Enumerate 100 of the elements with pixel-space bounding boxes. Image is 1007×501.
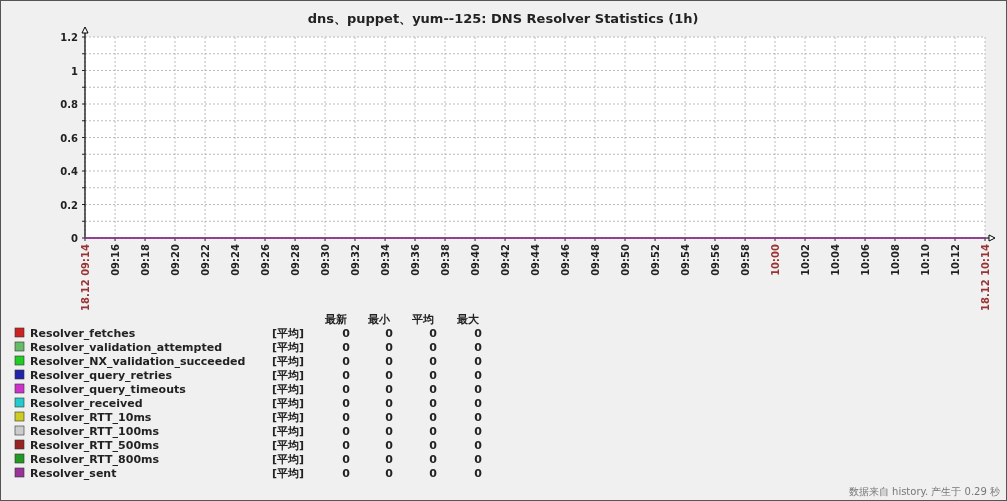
text: 0 xyxy=(342,341,351,354)
x-tick-label: 10:02 xyxy=(800,243,811,276)
x-tick-label: 09:26 xyxy=(260,243,271,276)
x-tick-label: 09:52 xyxy=(650,243,662,276)
x-tick-label: 10:08 xyxy=(890,243,901,276)
y-tick-label: 1 xyxy=(71,65,79,77)
x-tick-label: 18.12 10:14 xyxy=(980,243,991,311)
x-tick-label: 09:48 xyxy=(590,243,602,276)
x-tick-label: 18.12 09:14 xyxy=(80,243,91,311)
x-tick-label: 09:34 xyxy=(380,243,392,276)
text: 0 xyxy=(342,425,351,438)
text: 数据来自 history. 产生于 0.29 秒 xyxy=(848,486,1000,497)
text: [平均] xyxy=(272,383,305,396)
text: 0 xyxy=(385,341,394,354)
text: 0 xyxy=(385,397,394,410)
text: 0 xyxy=(385,467,394,480)
y-tick-label: 0.8 xyxy=(60,99,79,110)
text: 0 xyxy=(429,453,438,466)
x-tick-label: 10:00 xyxy=(770,243,782,276)
y-tick-label: 0.6 xyxy=(60,132,79,144)
y-tick-label: 0 xyxy=(71,233,79,244)
x-tick-label: 09:22 xyxy=(200,243,212,276)
x-tick-label: 10:12 xyxy=(950,243,962,276)
x-tick-label: 09:20 xyxy=(170,243,181,276)
y-tick-label: 0.2 xyxy=(60,199,79,211)
text: 0 xyxy=(385,383,394,396)
text: [平均] xyxy=(272,355,305,368)
text: 0 xyxy=(429,397,438,410)
text: 0 xyxy=(474,467,483,480)
x-tick-label: 09:24 xyxy=(230,243,242,276)
legend-label: Resolver_RTT_800ms xyxy=(30,453,160,466)
x-tick-label: 09:58 xyxy=(740,243,752,276)
text: 0 xyxy=(429,425,438,438)
legend-label: Resolver_validation_attempted xyxy=(30,341,223,354)
text: 0 xyxy=(474,341,483,354)
text: 0 xyxy=(342,369,351,382)
x-tick-label: 10:04 xyxy=(830,243,842,276)
x-tick-label: 09:38 xyxy=(440,243,451,276)
text: 0 xyxy=(429,327,438,340)
text: 0 xyxy=(385,453,394,466)
text: 0 xyxy=(429,439,438,452)
text: 0 xyxy=(429,467,438,480)
text: 0 xyxy=(429,383,438,396)
x-tick-label: 09:32 xyxy=(350,243,361,276)
text: 0 xyxy=(474,425,483,438)
legend-label: Resolver_query_timeouts xyxy=(30,383,187,396)
legend-label: Resolver_RTT_10ms xyxy=(30,411,152,424)
legend-label: Resolver_NX_validation_succeeded xyxy=(30,355,246,368)
text: 0 xyxy=(474,397,483,410)
text: 0 xyxy=(474,327,483,340)
text: 最大 xyxy=(456,313,480,326)
text: 平均 xyxy=(411,313,434,326)
x-tick-label: 09:16 xyxy=(110,243,122,276)
x-tick-label: 09:56 xyxy=(710,243,721,276)
x-tick-label: 10:10 xyxy=(920,243,932,276)
x-tick-label: 09:28 xyxy=(290,243,302,276)
text: 0 xyxy=(429,355,438,368)
text: 0 xyxy=(342,453,351,466)
x-tick-label: 09:42 xyxy=(500,243,512,276)
text: [平均] xyxy=(272,467,305,480)
text: [平均] xyxy=(272,397,305,410)
text: 0 xyxy=(342,467,351,480)
text: 0 xyxy=(385,327,394,340)
x-tick-label: 09:30 xyxy=(320,243,332,276)
text: [平均] xyxy=(272,327,305,340)
legend-label: Resolver_RTT_100ms xyxy=(30,425,160,438)
x-tick-label: 09:36 xyxy=(410,243,422,276)
text: 0 xyxy=(385,355,394,368)
text: [平均] xyxy=(272,439,305,452)
text: 最小 xyxy=(367,313,391,326)
x-tick-label: 09:18 xyxy=(140,243,152,276)
text: [平均] xyxy=(272,369,305,382)
legend-label: Resolver_fetches xyxy=(30,327,136,340)
legend-label: Resolver_received xyxy=(30,397,143,410)
text: 0 xyxy=(342,327,351,340)
text: 0 xyxy=(474,383,483,396)
legend-label: Resolver_RTT_500ms xyxy=(30,439,160,452)
text: 0 xyxy=(429,411,438,424)
text: 0 xyxy=(385,411,394,424)
text: 0 xyxy=(474,453,483,466)
text: 0 xyxy=(474,411,483,424)
text: 0 xyxy=(429,369,438,382)
text: [平均] xyxy=(272,425,305,438)
text: 0 xyxy=(342,439,351,452)
x-tick-label: 09:44 xyxy=(530,243,541,276)
text: 0 xyxy=(474,355,483,368)
x-tick-label: 09:54 xyxy=(680,243,692,276)
x-tick-label: 10:06 xyxy=(860,243,872,276)
text: 0 xyxy=(385,369,394,382)
text: [平均] xyxy=(272,341,305,354)
text: 0 xyxy=(342,355,351,368)
x-tick-label: 09:40 xyxy=(470,243,482,276)
text: 0 xyxy=(342,383,351,396)
text: 0 xyxy=(474,369,483,382)
text: [平均] xyxy=(272,411,305,424)
legend-label: Resolver_query_retries xyxy=(30,369,173,382)
text: 0 xyxy=(385,425,394,438)
text: 0 xyxy=(385,439,394,452)
text: 0 xyxy=(342,411,351,424)
y-tick-label: 0.4 xyxy=(60,166,79,177)
